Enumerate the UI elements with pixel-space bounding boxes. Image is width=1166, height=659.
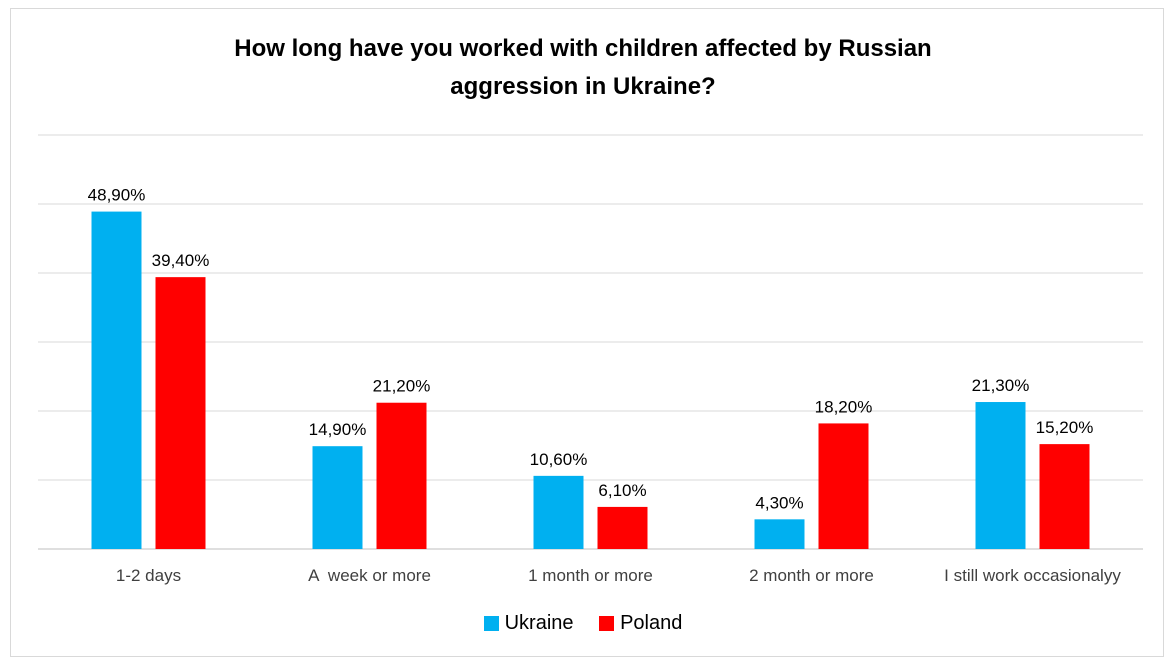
legend-swatch-poland <box>599 616 615 631</box>
bar-ukraine <box>312 446 363 549</box>
bar-ukraine <box>91 211 142 549</box>
bar-ukraine <box>533 475 584 549</box>
category-label: 1 month or more <box>528 566 653 585</box>
legend: Ukraine Poland <box>0 612 1166 637</box>
legend-item-poland: Poland <box>599 612 682 635</box>
data-label-poland: 6,10% <box>598 481 646 500</box>
data-label-ukraine: 10,60% <box>530 450 588 469</box>
bar-poland <box>597 506 648 549</box>
bar-poland <box>376 402 427 549</box>
data-label-ukraine: 4,30% <box>755 493 803 512</box>
legend-label-ukraine: Ukraine <box>504 612 574 634</box>
bar-poland <box>155 277 206 549</box>
legend-label-poland: Poland <box>620 612 683 634</box>
chart-title-line-1: How long have you worked with children a… <box>234 35 932 62</box>
legend-item-ukraine: Ukraine <box>483 612 574 635</box>
data-label-ukraine: 21,30% <box>972 376 1030 395</box>
category-label: I still work occasionalyy <box>944 566 1121 585</box>
bar-poland <box>818 423 869 549</box>
bar-poland <box>1039 444 1090 549</box>
chart-title-line-2: aggression in Ukraine? <box>450 73 716 100</box>
data-label-ukraine: 14,90% <box>309 420 367 439</box>
legend-swatch-ukraine <box>483 616 499 631</box>
bar-ukraine <box>754 519 805 549</box>
category-label: 1-2 days <box>116 566 181 585</box>
bar-ukraine <box>975 402 1026 549</box>
category-label: 2 month or more <box>749 566 874 585</box>
data-label-poland: 39,40% <box>152 251 210 270</box>
category-label: A week or more <box>308 566 431 585</box>
data-label-poland: 18,20% <box>815 397 873 416</box>
chart-title: How long have you worked with children a… <box>0 30 1166 106</box>
data-label-poland: 21,20% <box>373 377 431 396</box>
data-label-poland: 15,20% <box>1036 418 1094 437</box>
data-label-ukraine: 48,90% <box>88 186 146 205</box>
